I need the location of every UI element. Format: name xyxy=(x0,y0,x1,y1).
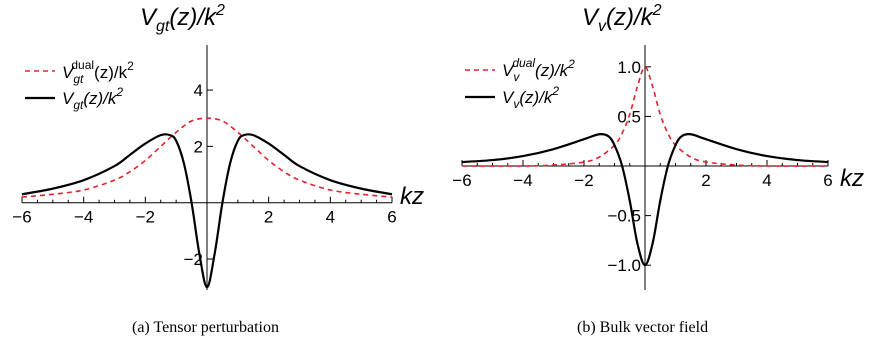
panel-a-legend-label-dual: Vgtdual(z)/k2 xyxy=(62,58,134,86)
panel-a: −6 −4 −2 2 4 6 −2 2 4 Vgt(z)/k2 kz Vgtdual(z)/k2… xyxy=(12,2,424,336)
panel-a-series-dual-line xyxy=(21,117,393,198)
panel-b-x-tick-label: 6 xyxy=(823,171,832,190)
panel-b-title: Vv(z)/k2 xyxy=(582,2,662,35)
panel-b: −6 −4 −2 2 4 6−1.0−0.50.51.0 Vv(z)/k2 kz Vvdu… xyxy=(452,2,864,336)
panel-a-y-tick-label: −2 xyxy=(184,250,203,269)
panel-b-legend-label-dual: Vvdual(z)/k2 xyxy=(502,56,575,84)
panel-b-series-solid-line xyxy=(461,133,829,267)
panel-b-legend-label-solid: Vv(z)/k2 xyxy=(502,84,559,111)
panel-a-axes xyxy=(21,45,393,290)
panel-b-legend: Vvdual(z)/k2 Vv(z)/k2 xyxy=(465,56,575,111)
panel-a-series xyxy=(21,117,393,289)
panel-a-y-tick-label: 2 xyxy=(194,137,203,156)
panel-b-xlabel: kz xyxy=(840,165,864,192)
panel-a-legend: Vgtdual(z)/k2 Vgt(z)/k2 xyxy=(25,58,134,112)
panel-a-x-tick-label: 4 xyxy=(326,208,335,227)
panel-b-caption: (b) Bulk vector field xyxy=(577,319,708,336)
panel-b-tick-labels: −6 −4 −2 2 4 6−1.0−0.50.51.0 xyxy=(452,58,832,275)
panel-a-x-tick-label: −6 xyxy=(12,208,31,227)
panel-a-x-tick-label: 6 xyxy=(387,208,396,227)
panel-b-x-tick-label: −2 xyxy=(574,171,593,190)
panel-b-x-tick-label: 2 xyxy=(701,171,710,190)
panel-a-legend-label-solid: Vgt(z)/k2 xyxy=(62,85,123,112)
panel-a-xlabel: kz xyxy=(400,183,424,210)
panel-a-caption: (a) Tensor perturbation xyxy=(132,319,279,336)
panel-a-y-tick-label: 4 xyxy=(194,81,203,100)
panel-a-title: Vgt(z)/k2 xyxy=(140,2,225,35)
panel-a-x-tick-label: −2 xyxy=(136,208,155,227)
panel-a-x-tick-label: −4 xyxy=(74,208,93,227)
panel-b-y-tick-label: −0.5 xyxy=(607,207,641,226)
panel-b-y-tick-label: 1.0 xyxy=(617,58,641,77)
panel-b-y-tick-label: −1.0 xyxy=(607,256,641,275)
panel-a-x-tick-label: 2 xyxy=(264,208,273,227)
panel-b-x-tick-label: −6 xyxy=(452,171,471,190)
panel-a-tick-labels: −6 −4 −2 2 4 6 −2 2 4 xyxy=(12,81,396,269)
panel-b-series-dual-line xyxy=(461,66,829,167)
panel-b-series xyxy=(461,66,829,267)
panel-b-x-tick-label: −4 xyxy=(513,171,532,190)
panel-b-x-tick-label: 4 xyxy=(762,171,771,190)
panel-a-series-solid-line xyxy=(21,133,393,289)
